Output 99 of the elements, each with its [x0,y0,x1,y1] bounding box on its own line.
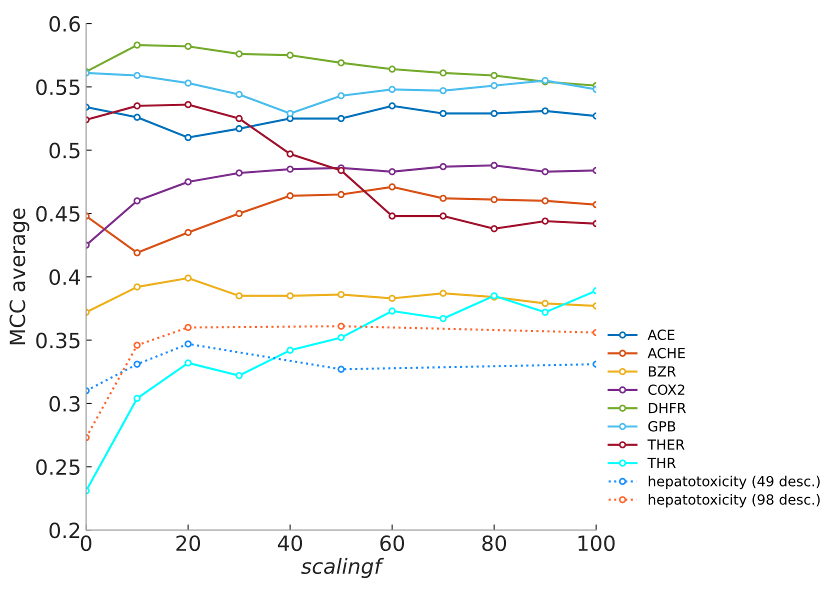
point [286,192,294,200]
point [134,114,141,121]
point [440,290,447,297]
y-tick-label: 0.5 [49,142,80,158]
point [490,196,498,204]
point [388,183,396,191]
point [490,72,498,80]
point [236,372,243,380]
point [388,86,396,94]
point [440,163,447,170]
point [440,69,447,77]
point [440,212,447,220]
point [338,290,345,298]
point [236,50,243,58]
point [236,90,243,98]
point [236,169,243,177]
legend-label: hepatotoxicity (98 desc.) [648,494,820,508]
point [542,300,549,308]
point [134,72,141,80]
point [440,87,447,94]
point [134,197,141,204]
point [134,394,141,402]
point [338,190,345,198]
point [388,66,396,73]
x-tick-label: 0 [80,535,92,552]
point [490,225,498,232]
point [236,114,243,122]
point [542,308,549,316]
point [440,194,447,202]
point [490,110,498,118]
point [184,274,192,282]
point [490,82,498,90]
y-tick-label: 0.3 [49,396,80,412]
point [184,134,192,142]
point [338,114,345,122]
point [286,150,294,158]
point [338,334,345,342]
x-tick-label: 60 [380,535,404,552]
point [388,307,396,315]
y-axis-title: MCC average [10,208,30,344]
point [440,110,447,118]
point [286,292,294,300]
legend-label: THR [648,458,676,468]
point [338,322,345,330]
point [388,294,396,302]
point [134,41,141,49]
point [184,42,192,50]
y-tick-label: 0.2 [49,522,80,538]
point [134,342,141,349]
legend-label: GPB [648,421,676,432]
point [184,79,192,87]
point [286,166,294,173]
point [388,102,396,110]
y-tick-label: 0.35 [36,332,80,348]
point [490,162,498,170]
point [184,340,192,348]
point [542,107,549,115]
point [542,168,549,176]
y-tick-label: 0.6 [49,16,80,32]
legend-label: DHFR [648,402,686,414]
legend-label: hepatotoxicity (49 desc.) [648,476,820,490]
x-tick-label: 20 [176,535,200,552]
point [184,324,192,332]
point [236,210,243,218]
x-tick-label: 100 [578,535,615,552]
point [286,110,294,118]
point [338,59,345,66]
point [338,92,345,100]
x-axis-title: scalingf [301,558,384,578]
point [338,166,345,174]
point [440,315,447,322]
legend-label: ACE [648,330,674,340]
point [388,168,396,176]
point [134,360,141,368]
point [286,52,294,59]
point [236,125,243,132]
point [338,366,345,373]
y-tick-label: 0.4 [49,269,80,286]
x-tick-label: 80 [482,535,506,552]
point [388,212,396,220]
point [236,292,243,300]
point [134,102,141,110]
legend-label: COX2 [648,384,684,395]
point [184,100,192,108]
point [134,249,141,256]
legend-label: THER [648,440,685,450]
legend-label: ACHE [648,348,685,358]
legend-label: BZR [648,366,676,376]
point [542,197,549,204]
y-tick-label: 0.55 [36,79,80,96]
y-tick-label: 0.25 [36,459,80,475]
x-tick-label: 40 [278,535,302,552]
y-tick-label: 0.45 [36,206,80,222]
point [184,228,192,236]
point [542,218,549,225]
point [184,178,192,186]
point [134,283,141,291]
point [184,359,192,367]
point [286,346,294,354]
